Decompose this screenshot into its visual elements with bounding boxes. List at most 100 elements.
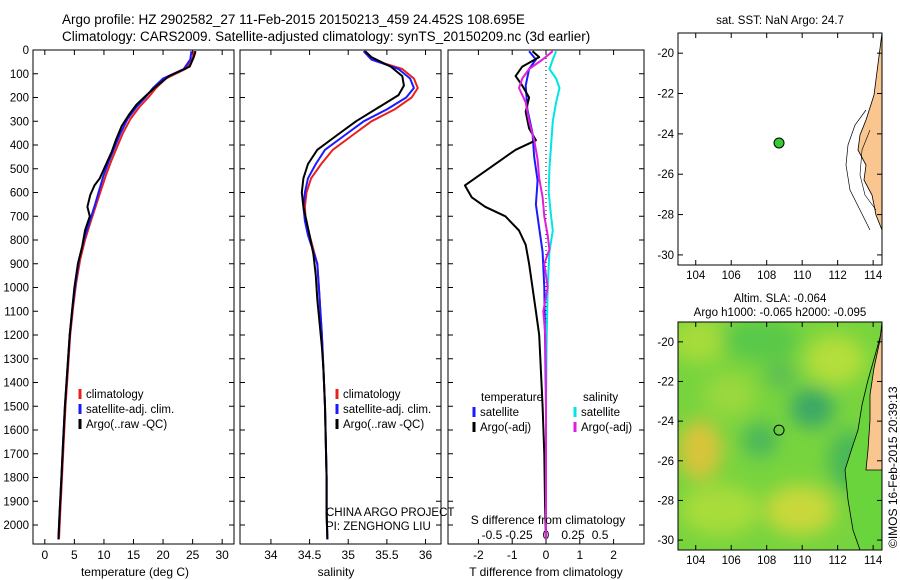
climatology-title: Climatology: CARS2009. Satellite-adjuste… <box>62 29 591 44</box>
difference-series-2 <box>545 50 561 540</box>
salinity-xtick-label: 35.5 <box>375 548 399 562</box>
sla_map-frame <box>677 321 883 551</box>
difference-xtick-label: -2 <box>473 548 484 562</box>
map-lat-label: -28 <box>657 495 674 507</box>
difference-series-1 <box>463 50 547 540</box>
salinity-series-0 <box>303 50 419 540</box>
depth-tick-label: 1500 <box>3 401 29 413</box>
salinity-series-2 <box>300 50 405 540</box>
map-lon-label: 106 <box>722 270 741 282</box>
depth-tick-label: 1800 <box>3 473 29 485</box>
depth-tick-label: 1700 <box>3 449 29 461</box>
legend-title-salinity: salinity <box>583 392 618 404</box>
sla-heatmap <box>678 322 882 550</box>
difference-xtick-label: -1 <box>507 548 518 562</box>
s-tick-label: -0.5 <box>482 528 503 542</box>
profile-title: Argo profile: HZ 2902582_27 11-Feb-2015 … <box>62 12 525 27</box>
sst-map-panel: 104 106 108 110 112 114 -20 -22 -24 -26 -28 -30 <box>657 32 883 282</box>
difference-xtick-label: 1 <box>576 548 583 562</box>
salinity-note-1: CHINA ARGO PROJECT <box>326 507 454 519</box>
legend-label: Argo(..raw -QC) <box>343 419 424 431</box>
sst-map-title: sat. SST: NaN Argo: 24.7 <box>716 15 844 27</box>
sla-map-title: Altim. SLA: -0.064 <box>734 293 827 305</box>
depth-tick-label: 600 <box>10 188 29 200</box>
temperature-xtick-label: 25 <box>186 548 200 562</box>
salinity-xtick-label: 35 <box>342 548 356 562</box>
salinity-note-2: PI: ZENGHONG LIU <box>326 521 431 533</box>
depth-tick-label: 100 <box>10 69 29 81</box>
s-tick-label: 0.5 <box>592 528 609 542</box>
map-lat-label: -22 <box>657 89 674 101</box>
salinity-frame <box>239 49 442 545</box>
map-lon-label: 112 <box>828 555 846 567</box>
salinity-series-1 <box>302 50 415 540</box>
temperature-xtick-label: 5 <box>71 548 78 562</box>
temperature-xlabel: temperature (deg C) <box>81 565 189 579</box>
salinity-panel: 34 34.5 35 35.5 36 climatology satellite-adj. … <box>239 49 442 562</box>
map-lat-label: -20 <box>657 337 674 349</box>
legend-label: climatology <box>86 389 144 401</box>
difference-series-3 <box>518 50 554 540</box>
float-position-marker <box>773 137 785 149</box>
temperature-xtick-label: 0 <box>41 548 48 562</box>
depth-tick-label: 400 <box>10 140 29 152</box>
map-lon-label: 104 <box>686 270 706 282</box>
map-lon-label: 106 <box>722 555 741 567</box>
depth-tick-label: 1000 <box>3 283 29 295</box>
depth-tick-label: 300 <box>10 116 29 128</box>
temperature-series-0 <box>58 50 196 540</box>
legend-label: Argo(-adj) <box>581 422 632 434</box>
map-lon-label: 108 <box>757 270 776 282</box>
temperature-xtick-label: 10 <box>97 548 111 562</box>
salinity-xtick-label: 36 <box>419 548 433 562</box>
depth-tick-label: 1400 <box>3 378 29 390</box>
depth-tick-label: 1100 <box>4 306 29 318</box>
depth-tick-label: 900 <box>10 259 29 271</box>
depth-tick-label: 1300 <box>3 354 29 366</box>
depth-tick-label: 800 <box>10 235 29 247</box>
salinity-xlabel: salinity <box>318 565 355 579</box>
float-position-marker <box>773 424 785 436</box>
legend-title-temperature: temperature <box>481 392 543 404</box>
copyright-stamp: ©IMOS 16-Feb-2015 20:39:13 <box>886 386 900 548</box>
legend-label: satellite <box>581 407 620 419</box>
depth-tick-label: 200 <box>10 93 29 105</box>
sla-map-panel: 104 106 108 110 112 114 -20 -22 -24 -26 -28 -30 <box>657 321 883 567</box>
sst-map-land <box>845 33 882 231</box>
temperature-series-1 <box>57 51 193 540</box>
map-lon-label: 114 <box>864 555 883 567</box>
legend-label: satellite <box>480 407 519 419</box>
depth-tick-label: 500 <box>10 164 29 176</box>
sla-map-subtitle: Argo h1000: -0.065 h2000: -0.095 <box>694 307 867 319</box>
map-lon-label: 110 <box>793 270 811 282</box>
map-lon-label: 108 <box>757 555 776 567</box>
map-lat-label: -26 <box>657 169 674 181</box>
difference-s-xlabel: S difference from climatology <box>471 513 626 527</box>
difference-xtick-label: 0 <box>543 548 550 562</box>
difference-xtick-label: 2 <box>610 548 617 562</box>
map-lat-label: -30 <box>657 250 674 262</box>
s-tick-label: -0.25 <box>505 528 533 542</box>
depth-tick-label: 1900 <box>3 496 29 508</box>
map-lon-label: 114 <box>864 270 883 282</box>
sst_map-frame <box>677 32 883 266</box>
temperature-xtick-label: 15 <box>127 548 141 562</box>
temperature-xtick-label: 30 <box>215 548 229 562</box>
map-lon-label: 104 <box>686 555 706 567</box>
temperature-series-2 <box>57 50 197 540</box>
legend-label: Argo(-adj) <box>480 422 531 434</box>
legend-label: Argo(..raw -QC) <box>86 419 167 431</box>
legend-label: climatology <box>343 389 401 401</box>
map-lat-label: -22 <box>657 376 674 388</box>
map-lat-label: -24 <box>657 129 674 141</box>
depth-tick-label: 1200 <box>3 330 29 342</box>
map-lat-label: -20 <box>657 48 674 60</box>
depth-tick-label: 2000 <box>3 520 29 532</box>
salinity-xtick-label: 34.5 <box>298 548 322 562</box>
difference-xlabel: T difference from climatology <box>469 565 623 579</box>
map-lat-label: -24 <box>657 416 674 428</box>
depth-tick-label: 1600 <box>3 425 29 437</box>
map-lat-label: -26 <box>657 456 674 468</box>
depth-tick-label: 0 <box>23 45 29 57</box>
map-lon-label: 112 <box>828 270 846 282</box>
